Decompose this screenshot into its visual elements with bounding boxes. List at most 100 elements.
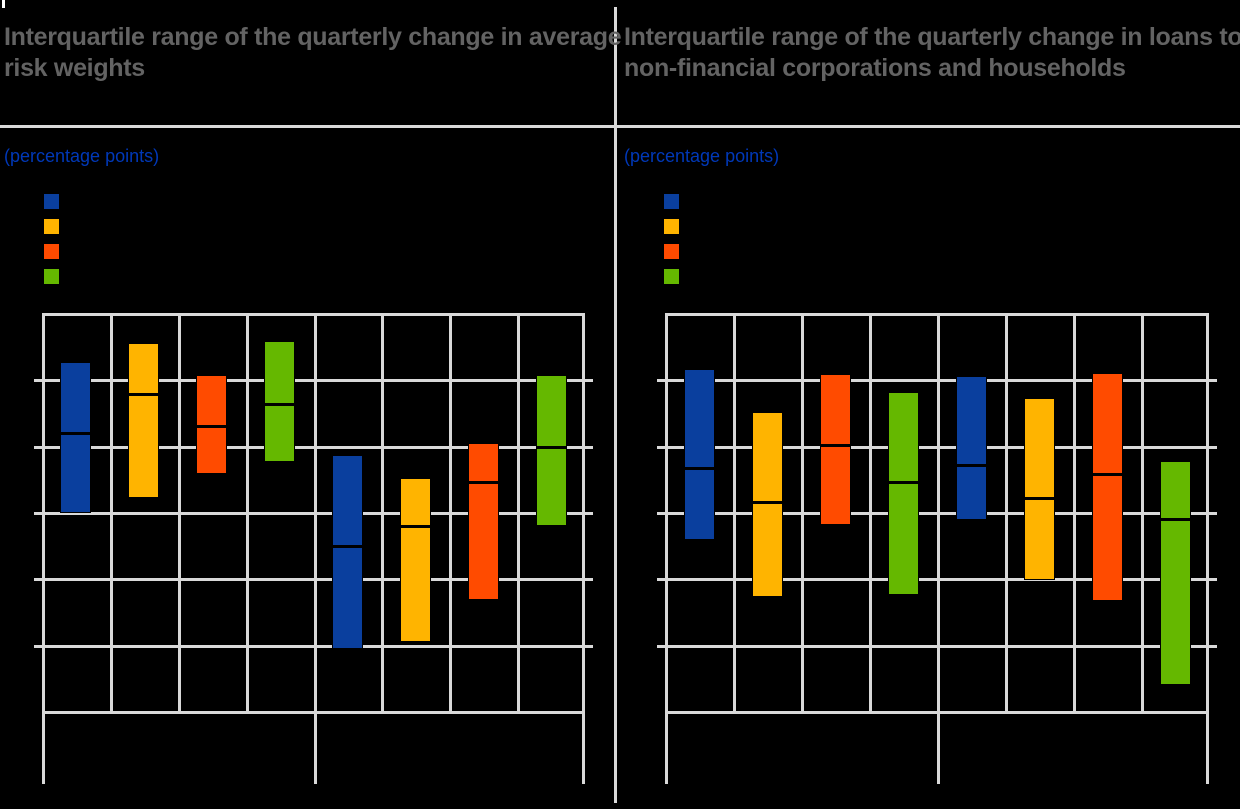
axis-tick [34,512,42,515]
axis-tick [34,446,42,449]
median-line [1160,518,1191,521]
axis-tick [585,578,593,581]
interquartile-range-bar [684,369,715,540]
vertical-gridline [246,314,249,712]
axis-tick [1209,446,1217,449]
interquartile-range-bar [1092,373,1123,601]
vertical-gridline [1141,314,1144,712]
interquartile-range-bar [956,376,987,520]
interquartile-range-bar [1160,461,1191,685]
horizontal-gridline [42,446,585,449]
interquartile-range-bar [1024,398,1055,580]
left-unit-label: (percentage points) [4,146,160,166]
axis-tick [585,645,593,648]
vertical-gridline [665,314,668,712]
horizontal-gridline [42,512,585,515]
median-line [264,403,295,406]
x-axis-group-tick [665,711,668,784]
median-line [332,545,363,548]
interquartile-range-bar [400,478,431,642]
axis-tick [657,446,665,449]
vertical-gridline [1073,314,1076,712]
vertical-gridline [381,314,384,712]
interquartile-range-bar [888,392,919,595]
legend-swatch [664,269,679,284]
title-divider-line [0,125,1240,128]
panel-divider-line [614,7,617,803]
vertical-gridline [178,314,181,712]
legend-swatch [664,194,679,209]
median-line [128,393,159,396]
vertical-gridline [110,314,113,712]
legend-swatch [44,194,59,209]
interquartile-range-bar [752,412,783,597]
median-line [196,425,227,428]
median-line [684,467,715,470]
x-axis-group-tick [1206,711,1209,784]
left-plot-area [34,313,593,784]
axis-tick [657,379,665,382]
vertical-gridline [937,314,940,712]
legend-swatch [664,244,679,259]
right-plot-area [657,313,1217,784]
horizontal-gridline [42,711,585,714]
top-left-tick-mark [2,0,5,8]
median-line [888,481,919,484]
axis-tick [657,645,665,648]
x-axis-group-tick [582,711,585,784]
right-panel-title: Interquartile range of the quarterly cha… [624,23,1240,82]
vertical-gridline [449,314,452,712]
legend-swatch [44,244,59,259]
right-unit-label: (percentage points) [624,146,780,166]
legend-swatch [44,219,59,234]
vertical-gridline [582,314,585,712]
interquartile-range-bar [128,343,159,498]
axis-tick [585,512,593,515]
axis-tick [1209,578,1217,581]
interquartile-range-bar [264,341,295,462]
horizontal-gridline [42,645,585,648]
median-line [820,444,851,447]
x-axis-group-tick [42,711,45,784]
median-line [1092,473,1123,476]
interquartile-range-bar [332,455,363,649]
median-line [60,432,91,435]
vertical-gridline [42,314,45,712]
x-axis-group-tick [314,711,317,784]
left-panel-title: Interquartile range of the quarterly cha… [4,23,622,82]
axis-tick [657,578,665,581]
vertical-gridline [869,314,872,712]
axis-tick [1209,379,1217,382]
axis-tick [585,379,593,382]
vertical-gridline [314,314,317,712]
median-line [1024,497,1055,500]
interquartile-range-bar [536,375,567,526]
vertical-gridline [517,314,520,712]
median-line [752,501,783,504]
interquartile-range-bar [196,375,227,474]
horizontal-gridline [42,313,585,316]
vertical-gridline [1005,314,1008,712]
axis-tick [34,645,42,648]
axis-tick [657,512,665,515]
median-line [536,446,567,449]
legend-swatch [44,269,59,284]
interquartile-range-bar [468,443,499,600]
axis-tick [585,446,593,449]
median-line [468,481,499,484]
axis-tick [34,379,42,382]
axis-tick [34,578,42,581]
axis-tick [1209,512,1217,515]
interquartile-range-bar [60,362,91,513]
vertical-gridline [733,314,736,712]
axis-tick [1209,645,1217,648]
median-line [956,464,987,467]
x-axis-group-tick [937,711,940,784]
horizontal-gridline [42,379,585,382]
vertical-gridline [1206,314,1209,712]
legend-swatch [664,219,679,234]
interquartile-range-bar [820,374,851,525]
vertical-gridline [801,314,804,712]
horizontal-gridline [42,578,585,581]
